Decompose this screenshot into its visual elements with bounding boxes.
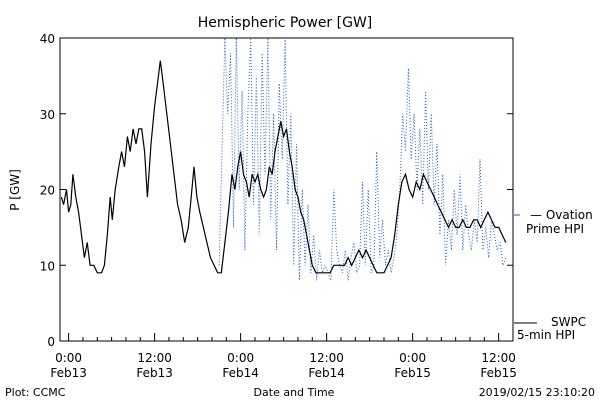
x-tick-label-date: Feb15	[394, 366, 431, 380]
y-axis-label: P [GW]	[8, 169, 22, 211]
y-tick-label: 20	[40, 184, 55, 198]
legend-swpc-sublabel: 5-min HPI	[517, 328, 575, 342]
plot-frame	[59, 37, 514, 342]
x-tick-label-time: 12:00	[137, 351, 172, 365]
x-tick-label-date: Feb15	[480, 366, 517, 380]
y-tick-label: 30	[40, 108, 55, 122]
x-tick-label-time: 0:00	[399, 351, 426, 365]
x-tick-label-time: 12:00	[481, 351, 516, 365]
x-tick-label-date: Feb14	[308, 366, 345, 380]
legend-ovation-sublabel: Prime HPI	[526, 222, 584, 236]
x-tick-label-time: 12:00	[309, 351, 344, 365]
x-tick-label-date: Feb13	[136, 366, 173, 380]
y-axis: 0 10 20 30 40	[40, 32, 513, 349]
legend-swpc-label: SWPC	[551, 315, 586, 329]
x-tick-label-date: Feb14	[222, 366, 259, 380]
series-layer	[60, 37, 507, 281]
chart-title: Hemispheric Power [GW]	[198, 15, 373, 31]
legend-ovation-label: — Ovation	[530, 208, 593, 222]
series-swpc-line	[60, 60, 507, 274]
x-axis-label: Date and Time	[254, 386, 335, 399]
y-tick-label: 0	[47, 335, 55, 349]
series-ovation-line	[218, 37, 507, 281]
plot-credit: Plot: CCMC	[5, 386, 66, 399]
y-tick-label: 10	[40, 259, 55, 273]
x-tick-label-date: Feb13	[50, 366, 87, 380]
x-tick-label-time: 0:00	[55, 351, 82, 365]
y-tick-label: 40	[40, 32, 55, 46]
legend: — Ovation Prime HPI SWPC 5-min HPI	[514, 208, 593, 342]
x-axis: 0:00Feb1312:00Feb130:00Feb1412:00Feb140:…	[50, 333, 517, 380]
x-tick-label-time: 0:00	[227, 351, 254, 365]
timestamp: 2019/02/15 23:10:20	[479, 386, 595, 399]
